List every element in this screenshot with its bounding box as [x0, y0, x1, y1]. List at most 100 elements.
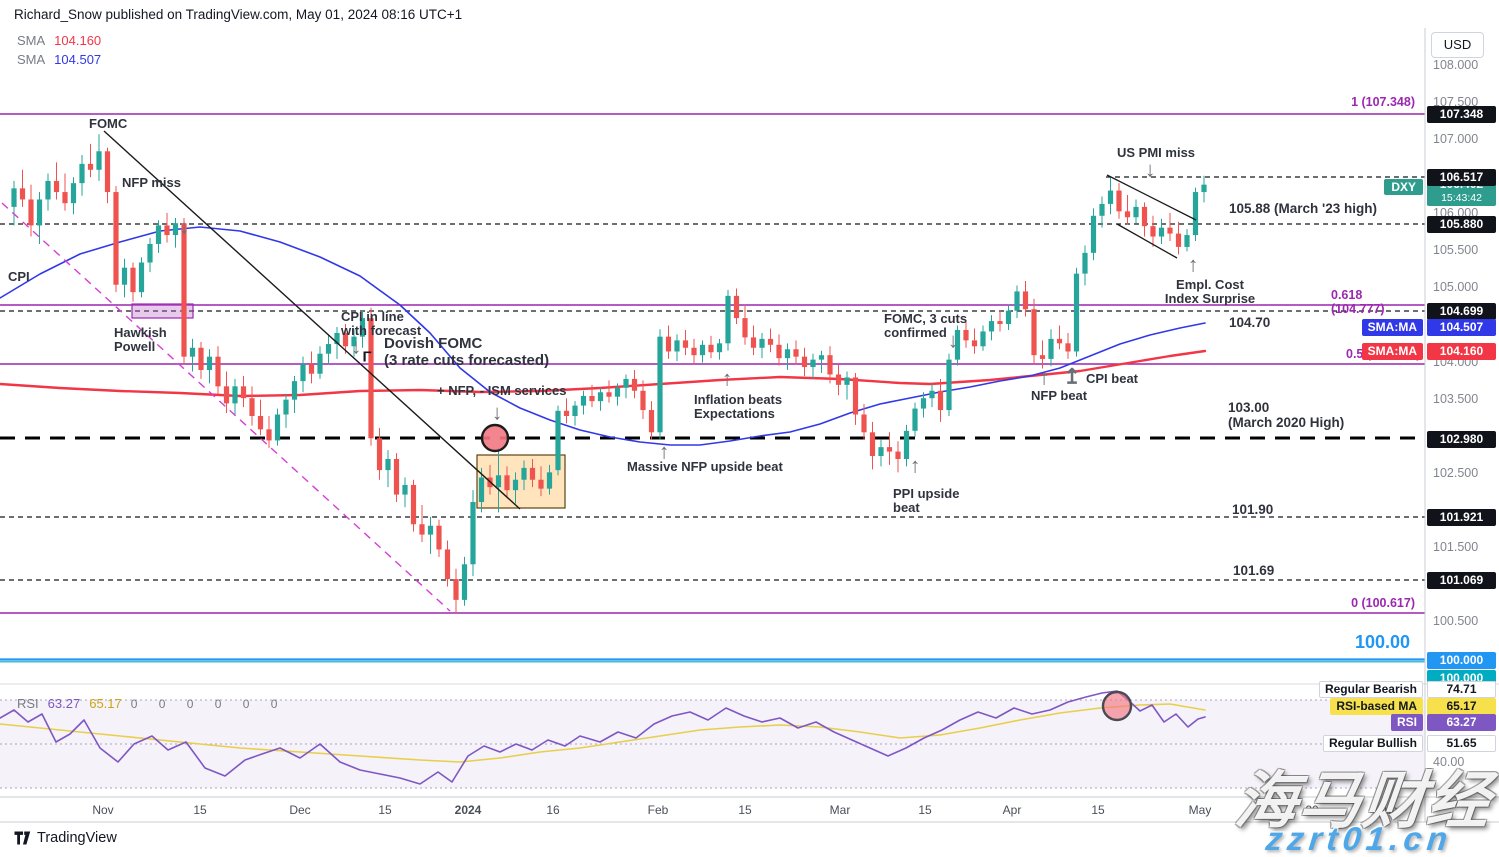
- time-axis-tick: 2024: [454, 803, 482, 817]
- candle-body: [283, 399, 289, 415]
- indicator-label-tag: RSI: [1390, 713, 1423, 731]
- candle-body: [801, 356, 808, 368]
- candle-body: [351, 336, 357, 347]
- chart-annotation: 1 (107.348): [1351, 95, 1415, 109]
- chart-annotation: CPI in line with forecast: [341, 309, 422, 339]
- candle-body: [385, 458, 391, 471]
- candle-body: [912, 408, 918, 431]
- tradingview-brand-text: TradingView: [37, 830, 117, 846]
- rsi-ma-line: [0, 703, 1206, 763]
- candle-body: [436, 525, 442, 550]
- price-label-chip: 63.27: [1427, 713, 1496, 731]
- candle-body: [580, 395, 587, 406]
- candle-body: [96, 151, 102, 170]
- candle-body: [810, 359, 816, 368]
- candle-body: [223, 386, 230, 404]
- candle-body: [240, 386, 247, 399]
- annotation-arrow-down: ↓: [178, 215, 190, 239]
- candle-body: [393, 458, 400, 495]
- rsi-label: RSI: [17, 696, 39, 711]
- candle-body: [342, 332, 349, 347]
- candle-body: [1158, 227, 1165, 237]
- candle-body: [172, 223, 179, 236]
- time-axis-tick: 15: [193, 803, 207, 817]
- candle-body: [79, 163, 85, 184]
- candle-body: [1167, 227, 1173, 234]
- candle-body: [1031, 309, 1037, 356]
- indicator-legend[interactable]: SMA 104.160 SMA 104.507: [17, 33, 101, 71]
- time-axis-tick: 20: [1305, 803, 1319, 817]
- trendline[interactable]: [103, 130, 521, 510]
- candle-body: [954, 329, 961, 360]
- time-axis-tick: Nov: [92, 803, 114, 817]
- candle-body: [1107, 190, 1114, 204]
- candle-body: [563, 410, 570, 416]
- candle-body: [461, 564, 468, 600]
- rsi-band: [0, 700, 1425, 788]
- candle-body: [988, 321, 995, 332]
- indicator-label-tag: SMA:MA: [1361, 318, 1423, 336]
- candle-body: [648, 410, 655, 433]
- price-label-chip: 104.699: [1427, 302, 1496, 320]
- candle-body: [691, 347, 697, 356]
- chart-annotation: 0 (100.617): [1351, 596, 1415, 610]
- chart-annotation: 101.69: [1233, 563, 1275, 578]
- candle-body: [368, 318, 374, 439]
- price-axis-tick: 103.500: [1433, 392, 1479, 406]
- candle-body: [334, 332, 340, 345]
- candle-body: [1150, 226, 1156, 237]
- candle-body: [742, 318, 748, 338]
- candle-body: [861, 414, 867, 433]
- candle-body: [427, 525, 434, 535]
- currency-unit-button[interactable]: USD: [1431, 32, 1484, 58]
- candle-body: [198, 347, 204, 371]
- price-label-chip: 101.069: [1427, 571, 1496, 589]
- annotation-arrow-mark: Γ: [362, 348, 372, 366]
- candle-body: [1184, 235, 1190, 247]
- candle-body: [886, 447, 893, 452]
- time-axis-tick: Dec: [289, 803, 311, 817]
- time-axis-tick: 15: [918, 803, 932, 817]
- highlight-box[interactable]: [131, 303, 194, 319]
- indicator-label-tag: Regular Bearish: [1318, 680, 1423, 698]
- candle-body: [70, 183, 77, 204]
- price-label-chip: 101.921: [1427, 508, 1496, 526]
- tradingview-footer[interactable]: TradingView: [14, 830, 117, 846]
- circle-marker[interactable]: [480, 423, 510, 453]
- candle-body: [1124, 211, 1131, 218]
- chart-annotation: Inflation beats Expectations: [694, 392, 783, 422]
- chart-annotation: NFP miss: [122, 175, 182, 190]
- annotation-arrow-up: ↑: [1038, 366, 1050, 390]
- chart-annotation: + NFP, - ISM services: [437, 383, 567, 398]
- time-axis-tick: 16: [546, 803, 560, 817]
- trendline[interactable]: [1116, 223, 1178, 259]
- tradingview-logo-icon: [14, 831, 31, 845]
- trendline[interactable]: [1, 202, 451, 612]
- candle-body: [895, 451, 901, 459]
- candle-body: [997, 321, 1003, 325]
- candle-body: [657, 336, 663, 433]
- trendline[interactable]: [1106, 174, 1197, 221]
- indicator-label-tag: Regular Bullish: [1322, 734, 1423, 752]
- candle-body: [776, 344, 782, 359]
- candle-body: [1192, 192, 1199, 236]
- countdown-timer: 15:43:42: [1441, 192, 1482, 204]
- chart-annotation: 100.00: [1355, 632, 1411, 652]
- rsi-indicator-legend[interactable]: RSI 63.27 65.17 0 0 0 0 0 0: [17, 696, 295, 711]
- candle-body: [725, 295, 731, 344]
- candle-body: [121, 267, 128, 285]
- sma-legend-row: SMA 104.507: [17, 52, 101, 67]
- sma-label: SMA: [17, 52, 46, 67]
- circle-marker[interactable]: [1101, 690, 1133, 722]
- candle-body: [410, 484, 417, 525]
- sma-label: SMA: [17, 33, 46, 48]
- candle-body: [971, 340, 978, 347]
- candle-body: [113, 192, 119, 285]
- candle-body: [325, 344, 332, 354]
- candle-body: [546, 472, 553, 489]
- chart-annotation: 101.90: [1232, 502, 1274, 517]
- annotation-arrow-up: ↥: [1063, 365, 1081, 389]
- candle-body: [291, 381, 298, 400]
- candle-body: [1065, 343, 1071, 352]
